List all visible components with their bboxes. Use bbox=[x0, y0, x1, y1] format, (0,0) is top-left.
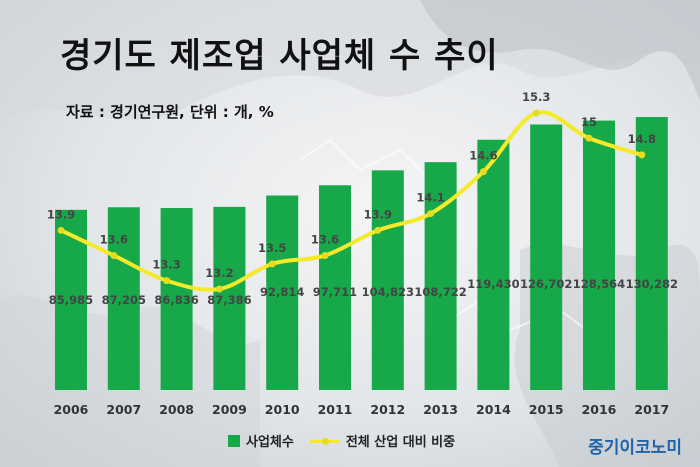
bar-2008 bbox=[160, 208, 193, 390]
x-tick-2016: 2016 bbox=[582, 402, 617, 417]
line-value-label-2012: 13.9 bbox=[364, 207, 392, 221]
line-point-2010 bbox=[268, 260, 276, 268]
line-value-label-2014: 14.6 bbox=[469, 149, 497, 163]
bar-2009 bbox=[213, 206, 246, 390]
bar-value-label-2011: 97,711 bbox=[313, 285, 357, 299]
bar-value-label-2012: 104,823 bbox=[362, 285, 414, 299]
line-value-label-2013: 14.1 bbox=[416, 191, 444, 205]
chart-title: 경기도 제조업 사업체 수 추이 bbox=[60, 36, 499, 76]
line-point-2017 bbox=[638, 151, 646, 159]
chart-legend: 사업체수 전체 산업 대비 비중 bbox=[228, 431, 455, 450]
x-tick-2006: 2006 bbox=[54, 402, 89, 417]
line-value-label-2010: 13.5 bbox=[258, 241, 286, 255]
x-tick-2007: 2007 bbox=[106, 402, 141, 417]
line-value-label-2017: 14.8 bbox=[628, 132, 656, 146]
x-tick-2011: 2011 bbox=[318, 402, 353, 417]
line-point-2007 bbox=[110, 251, 118, 259]
line-value-label-2006: 13.9 bbox=[47, 207, 75, 221]
line-point-2015 bbox=[532, 109, 540, 117]
legend-item-line: 전체 산업 대비 비중 bbox=[309, 431, 456, 450]
x-tick-2015: 2015 bbox=[529, 402, 564, 417]
bar-2007 bbox=[107, 207, 140, 390]
x-tick-2012: 2012 bbox=[370, 402, 405, 417]
line-point-2009 bbox=[215, 285, 223, 293]
bar-2014 bbox=[477, 139, 510, 390]
line-value-label-2007: 13.6 bbox=[100, 232, 128, 246]
bar-2010 bbox=[266, 195, 299, 390]
line-point-2012 bbox=[374, 226, 382, 234]
bar-2012 bbox=[371, 170, 404, 390]
x-tick-2010: 2010 bbox=[265, 402, 300, 417]
bar-value-label-2016: 128,564 bbox=[573, 277, 625, 291]
line-point-2014 bbox=[479, 168, 487, 176]
line-point-2008 bbox=[163, 277, 171, 285]
bar-2011 bbox=[319, 185, 351, 390]
bar-2016 bbox=[583, 120, 615, 391]
x-tick-2014: 2014 bbox=[476, 402, 511, 417]
bar-value-label-2017: 130,282 bbox=[626, 277, 678, 291]
brand-logo-text: 중기이코노미 bbox=[588, 438, 682, 458]
bar-value-label-2006: 85,985 bbox=[49, 293, 93, 307]
bar-value-label-2014: 119,430 bbox=[467, 277, 519, 291]
line-point-2016 bbox=[585, 134, 593, 142]
x-tick-2009: 2009 bbox=[212, 402, 247, 417]
x-tick-2013: 2013 bbox=[423, 402, 458, 417]
x-tick-2017: 2017 bbox=[634, 402, 669, 417]
bar-value-label-2015: 126,702 bbox=[520, 277, 572, 291]
legend-line-swatch bbox=[309, 435, 340, 447]
line-point-2013 bbox=[427, 210, 435, 218]
legend-bar-label: 사업체수 bbox=[246, 435, 294, 450]
line-value-label-2011: 13.6 bbox=[311, 232, 339, 246]
line-point-2011 bbox=[321, 251, 329, 259]
bar-value-label-2008: 86,836 bbox=[154, 293, 198, 307]
bar-value-label-2007: 87,205 bbox=[102, 293, 146, 307]
legend-item-bar: 사업체수 bbox=[228, 431, 294, 450]
bar-value-label-2013: 108,722 bbox=[414, 285, 466, 299]
legend-bar-swatch bbox=[228, 434, 240, 447]
line-value-label-2015: 15.3 bbox=[522, 90, 550, 104]
line-value-label-2008: 13.3 bbox=[152, 258, 180, 272]
bar-value-label-2009: 87,386 bbox=[207, 293, 251, 307]
x-tick-2008: 2008 bbox=[159, 402, 194, 417]
source-note: 자료 : 경기연구원, 단위 : 개, % bbox=[66, 103, 274, 121]
line-value-label-2009: 13.2 bbox=[205, 266, 233, 280]
line-point-2006 bbox=[57, 226, 65, 234]
legend-line-label: 전체 산업 대비 비중 bbox=[345, 435, 456, 450]
bar-value-label-2010: 92,814 bbox=[260, 285, 304, 299]
bar-2015 bbox=[530, 124, 563, 391]
bar-2017 bbox=[635, 117, 668, 390]
line-value-label-2016: 15 bbox=[581, 115, 597, 129]
